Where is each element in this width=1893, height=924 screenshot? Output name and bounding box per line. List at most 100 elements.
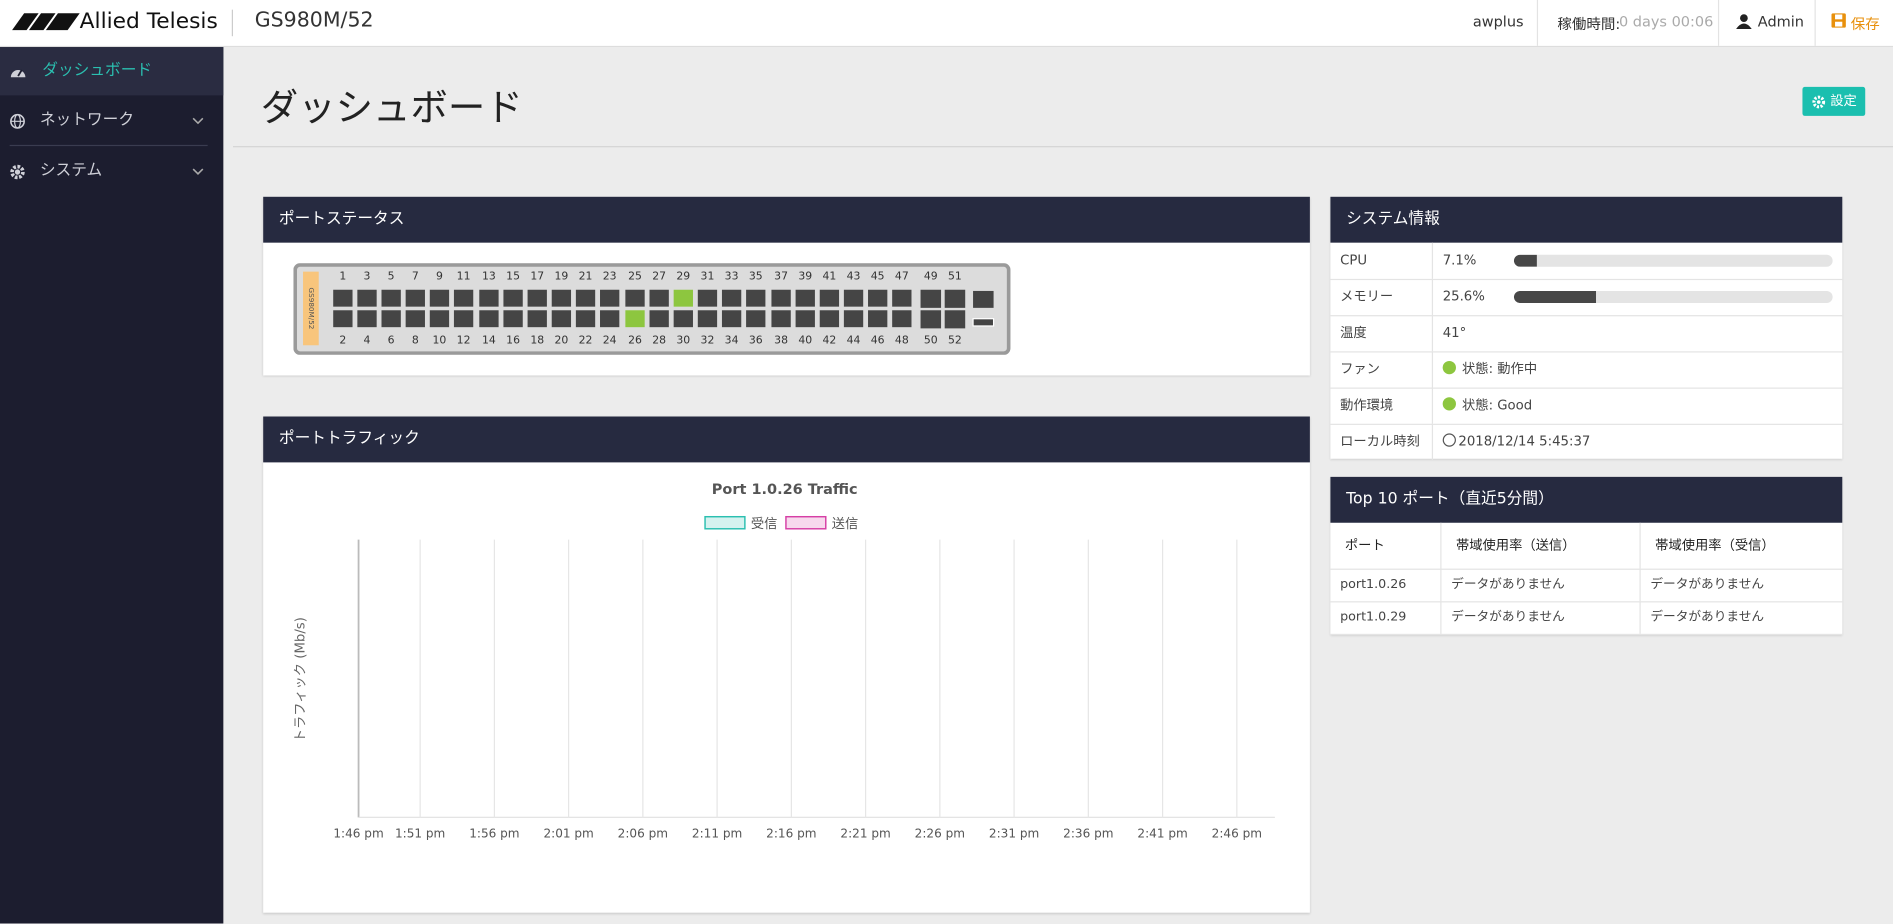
- save-icon: [1831, 13, 1846, 28]
- port: [944, 310, 966, 329]
- port-number: 43: [847, 269, 861, 282]
- page-title: ダッシュボード: [260, 86, 523, 131]
- port-number: 7: [412, 269, 419, 282]
- port-number: 34: [725, 333, 739, 346]
- nav-icon: [10, 164, 25, 180]
- legend-swatch: [785, 515, 827, 530]
- port: [381, 289, 401, 307]
- column-header: 帯域使用率（受信）: [1655, 537, 1775, 553]
- port: [819, 289, 840, 307]
- port-number: 42: [822, 333, 836, 346]
- info-value: 25.6%: [1433, 279, 1842, 315]
- info-row: メモリー 25.6%: [1330, 278, 1843, 317]
- info-row: 動作環境 状態: Good: [1330, 387, 1843, 425]
- port: [625, 289, 645, 307]
- info-value: 41°: [1433, 315, 1842, 351]
- panel-title: ポートステータス: [263, 196, 1310, 243]
- info-value: 状態: Good: [1433, 388, 1842, 424]
- divider: [1536, 0, 1539, 46]
- x-tick-label: 2:41 pm: [1137, 827, 1187, 841]
- brand: Allied Telesis: [79, 8, 218, 34]
- port-number: 45: [871, 269, 885, 282]
- port-number: 10: [433, 333, 447, 346]
- table-cell: データがありません: [1650, 609, 1765, 625]
- settings-button[interactable]: 設定: [1802, 86, 1866, 116]
- port: [771, 289, 791, 307]
- x-tick-label: 2:36 pm: [1063, 827, 1113, 841]
- port-number: 3: [364, 269, 371, 282]
- nav-label: ダッシュボード: [42, 61, 153, 80]
- x-tick-label: 1:46 pm: [333, 827, 383, 841]
- table-cell: データがありません: [1441, 601, 1641, 634]
- device-label: GS980M/52: [307, 288, 316, 330]
- port-number: 8: [412, 333, 419, 346]
- port: [527, 310, 547, 328]
- port: [920, 310, 942, 329]
- port-number: 35: [749, 269, 763, 282]
- panel-title: ポートトラフィック: [263, 416, 1310, 463]
- column-header: ポート: [1330, 522, 1442, 569]
- user-menu[interactable]: Admin: [1757, 13, 1804, 31]
- panel-title: システム情報: [1330, 196, 1843, 243]
- port: [649, 289, 669, 307]
- y-axis-label: トラフィック (Mb/s): [293, 617, 309, 742]
- port-number: 39: [798, 269, 812, 282]
- info-text: 41°: [1442, 324, 1467, 341]
- usage-track: [1513, 254, 1833, 267]
- user-icon: [1736, 14, 1752, 29]
- traffic-chart: Port 1.0.26 Traffic トラフィック (Mb/s) 受信 送信 1:…: [293, 482, 1275, 841]
- port-number: 25: [628, 269, 642, 282]
- port: [868, 289, 888, 307]
- gear-icon: [1812, 95, 1826, 109]
- port-number: 22: [579, 333, 593, 346]
- port: [795, 289, 815, 307]
- port: [453, 289, 474, 307]
- nav-dashboard[interactable]: ダッシュボード: [0, 47, 224, 96]
- info-label: ローカル時刻: [1330, 423, 1434, 460]
- logo-mark: [12, 13, 80, 31]
- usage-bar: [1513, 290, 1596, 304]
- port: [333, 310, 353, 328]
- port: [868, 310, 888, 328]
- table-header: ポート 帯域使用率（送信） 帯域使用率（受信）: [1330, 522, 1843, 570]
- divider: [231, 9, 234, 37]
- switch-front: GS980M/52 1 3 5 7 9 11 13 15 17 19 21 23 25 27 29 31 33 3…: [293, 263, 1011, 355]
- port: [453, 310, 474, 328]
- port: [357, 289, 377, 307]
- port-number: 41: [822, 269, 836, 282]
- nav-network[interactable]: ネットワーク: [0, 97, 223, 145]
- port-number: 51: [948, 269, 962, 282]
- port-number: 26: [628, 333, 642, 346]
- port-number: 30: [676, 333, 690, 346]
- port: [673, 310, 693, 328]
- port: [819, 310, 840, 328]
- port-number: 1: [339, 269, 346, 282]
- port-number: 52: [948, 333, 962, 346]
- status-ok-icon: [1442, 360, 1456, 375]
- info-value: 状態: 動作中: [1433, 351, 1842, 387]
- nav-label: ネットワーク: [39, 111, 135, 130]
- port-number: 2: [339, 333, 346, 346]
- info-value: 2018/12/14 5:45:37: [1433, 424, 1842, 460]
- port-number: 18: [530, 333, 544, 346]
- port: [527, 289, 547, 307]
- port-number: 33: [725, 269, 739, 282]
- port: [746, 310, 766, 328]
- port: [405, 289, 425, 307]
- divider: [233, 146, 1893, 148]
- port: [357, 310, 377, 328]
- port-number: 17: [530, 269, 544, 282]
- save-button[interactable]: 保存: [1850, 15, 1880, 33]
- table-row: port1.0.29 データがありません データがありません: [1330, 601, 1843, 636]
- port: [479, 289, 499, 307]
- nav-system[interactable]: システム: [0, 147, 223, 195]
- info-label: 動作環境: [1330, 387, 1434, 424]
- uptime: 0 days 00:06: [1618, 13, 1714, 31]
- model: GS980M/52: [254, 8, 374, 33]
- port-number: 21: [579, 269, 593, 282]
- divider: [1717, 0, 1720, 46]
- nav-label: システム: [39, 161, 103, 180]
- legend-label: 送信: [832, 516, 859, 532]
